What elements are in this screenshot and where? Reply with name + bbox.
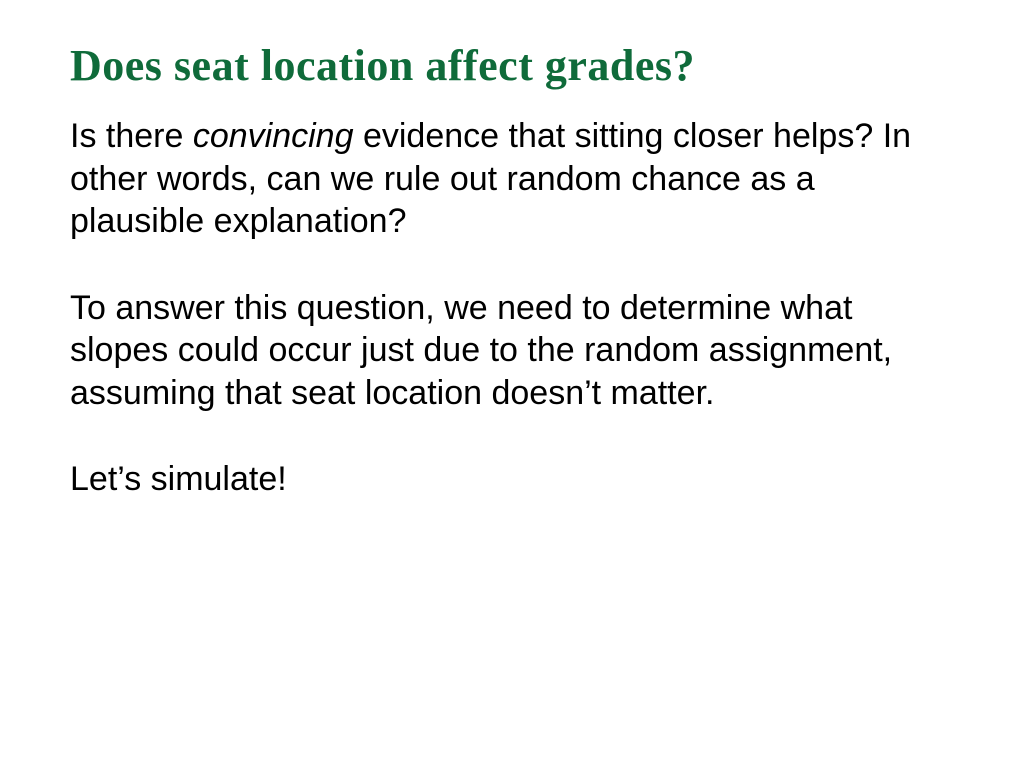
slide-container: Does seat location affect grades? Is the… [0, 0, 1024, 768]
paragraph-1: Is there convincing evidence that sittin… [70, 115, 954, 243]
paragraph-3: Let’s simulate! [70, 458, 954, 501]
para1-emphasis: convincing [193, 117, 354, 155]
slide-title: Does seat location affect grades? [70, 40, 954, 91]
slide-body: Is there convincing evidence that sittin… [70, 115, 954, 501]
para1-prefix: Is there [70, 117, 193, 155]
paragraph-2: To answer this question, we need to dete… [70, 287, 954, 415]
